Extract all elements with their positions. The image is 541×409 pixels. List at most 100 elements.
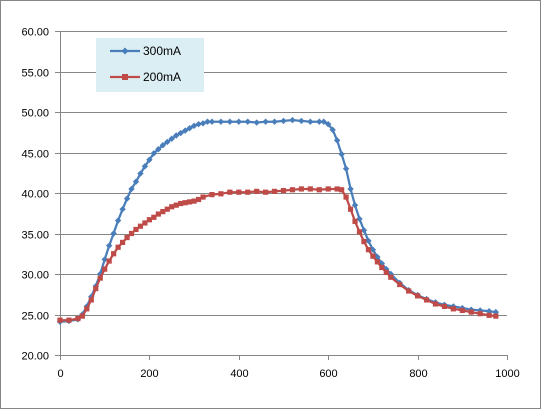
data-point xyxy=(347,206,354,212)
data-point xyxy=(146,156,153,163)
data-point xyxy=(97,275,103,281)
data-point xyxy=(101,256,108,263)
data-point xyxy=(450,306,456,312)
data-point xyxy=(388,274,394,280)
data-point xyxy=(477,311,483,317)
data-point xyxy=(111,251,117,257)
data-point xyxy=(227,189,233,195)
data-point xyxy=(142,220,148,226)
data-point xyxy=(177,129,184,137)
legend-box xyxy=(96,38,204,92)
axes: 20.00 25.00 30.00 35.00 40.00 45.00 50.00 55.00… xyxy=(21,27,519,381)
data-point xyxy=(406,288,412,294)
data-point xyxy=(141,163,149,170)
legend-marker xyxy=(121,47,129,55)
data-point xyxy=(178,200,184,207)
data-point xyxy=(195,196,202,203)
data-point xyxy=(432,301,439,307)
data-point xyxy=(182,200,188,206)
data-point xyxy=(329,126,336,134)
data-point xyxy=(186,125,193,132)
data-point xyxy=(280,117,287,125)
data-point xyxy=(298,117,305,125)
data-point xyxy=(218,191,224,197)
data-point xyxy=(342,165,350,172)
data-point xyxy=(124,234,130,241)
data-point xyxy=(79,313,85,319)
y-tick-label: 30.00 xyxy=(21,270,49,282)
data-point xyxy=(254,188,260,194)
data-point xyxy=(160,209,166,215)
data-point xyxy=(114,217,122,224)
data-point xyxy=(187,199,193,205)
data-point xyxy=(195,120,202,128)
x-tick-label: 0 xyxy=(57,368,63,380)
data-point xyxy=(150,150,158,157)
data-point xyxy=(164,206,170,212)
data-point xyxy=(351,201,359,209)
data-point xyxy=(57,317,63,323)
data-point xyxy=(119,239,126,246)
data-point xyxy=(262,118,269,125)
y-tick-label: 35.00 xyxy=(21,230,49,242)
data-point xyxy=(128,185,135,193)
data-point xyxy=(271,188,278,194)
y-tick-label: 25.00 xyxy=(21,311,49,323)
data-point xyxy=(383,269,389,275)
data-point xyxy=(307,118,314,125)
data-point xyxy=(316,187,322,193)
series-group xyxy=(56,116,500,325)
data-point xyxy=(459,307,465,314)
y-tick-label: 55.00 xyxy=(21,68,49,80)
data-point xyxy=(370,253,376,259)
data-point xyxy=(365,247,372,253)
data-point xyxy=(208,118,216,125)
data-point xyxy=(352,218,358,224)
data-point xyxy=(334,186,340,192)
data-point xyxy=(307,186,313,192)
data-point xyxy=(263,189,269,195)
y-tick-label: 40.00 xyxy=(21,189,49,201)
data-point xyxy=(137,170,144,177)
data-point xyxy=(271,118,278,125)
x-tick-label: 800 xyxy=(409,368,427,380)
data-point xyxy=(361,239,367,245)
x-tick-label: 200 xyxy=(140,368,158,380)
data-point xyxy=(164,138,171,146)
data-point xyxy=(244,118,251,125)
data-point xyxy=(325,120,332,128)
data-point xyxy=(209,192,215,198)
data-point xyxy=(343,194,349,200)
data-point xyxy=(146,217,152,223)
data-point xyxy=(173,202,179,208)
data-point xyxy=(441,303,448,309)
x-tick-label: 400 xyxy=(230,368,248,380)
data-point xyxy=(365,237,372,244)
data-point xyxy=(253,119,260,126)
data-point xyxy=(181,127,189,134)
data-point xyxy=(245,189,251,195)
legend: 300mA 200mA xyxy=(96,38,204,92)
data-point xyxy=(217,118,225,125)
data-point xyxy=(128,230,135,237)
data-point xyxy=(374,259,380,265)
data-point xyxy=(338,150,345,158)
data-point xyxy=(486,312,492,318)
data-point xyxy=(105,242,113,249)
y-tick-label: 60.00 xyxy=(21,27,49,39)
data-point xyxy=(75,315,81,322)
data-point xyxy=(132,178,140,185)
data-point xyxy=(325,186,331,192)
data-point xyxy=(356,229,363,235)
data-point xyxy=(169,204,175,210)
data-point xyxy=(110,230,117,237)
data-point xyxy=(415,293,421,299)
data-point xyxy=(347,185,354,193)
series-200mA xyxy=(57,186,499,323)
data-point xyxy=(316,118,323,125)
data-point xyxy=(102,266,108,272)
legend-marker xyxy=(122,74,128,80)
